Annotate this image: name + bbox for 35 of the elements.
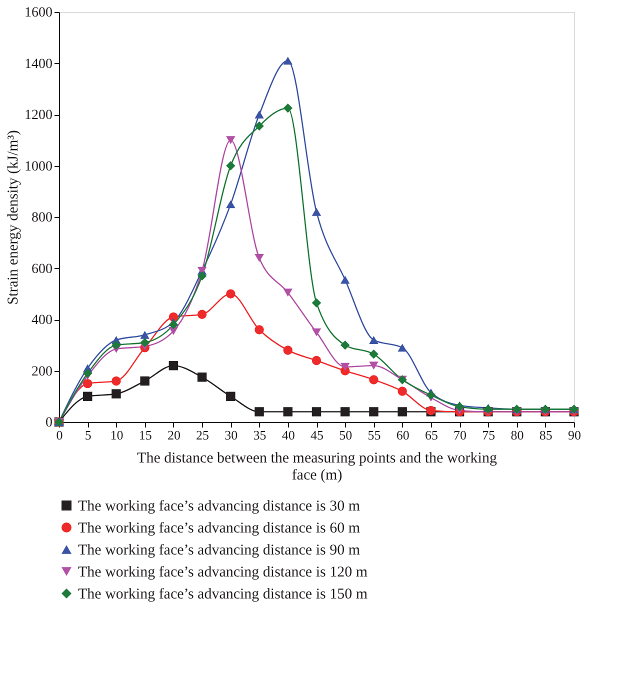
x-tick-label: 60 (396, 428, 410, 442)
y-tick-label: 1600 (24, 6, 52, 20)
y-tick-label: 1000 (24, 159, 52, 174)
x-tick-label: 30 (224, 428, 238, 442)
y-tick-label: 600 (32, 262, 52, 277)
legend-label: The working face’s advancing distance is 30 m (78, 498, 360, 514)
y-tick-label: 1200 (24, 108, 52, 123)
legend-label: The working face’s advancing distance is 90 m (78, 542, 360, 558)
legend-label: The working face’s advancing distance is 150 m (78, 586, 368, 602)
x-tick-label: 15 (138, 428, 152, 442)
x-tick-label: 25 (196, 428, 210, 442)
x-tick-label: 90 (568, 428, 581, 442)
x-tick-label: 80 (510, 428, 524, 442)
x-tick-label: 35 (253, 428, 266, 442)
y-tick-label: 0 (46, 416, 52, 430)
x-tick-label: 5 (84, 428, 92, 442)
x-tick-label: 10 (110, 428, 124, 442)
x-tick-label: 45 (310, 428, 324, 442)
x-axis-title: The distance between the measuring points and the working face (m) (137, 450, 498, 484)
x-tick-label: 75 (482, 428, 496, 442)
legend-label: The working face’s advancing distance is 60 m (78, 520, 360, 536)
x-tick-label: 40 (282, 428, 295, 442)
y-tick-label: 400 (32, 313, 52, 328)
x-tick-label: 70 (454, 428, 467, 442)
x-tick-label: 20 (167, 428, 180, 442)
x-tick-label: 85 (539, 428, 552, 442)
y-tick-label: 1400 (24, 56, 52, 72)
legend-label: The working face’s advancing distance is 120 m (78, 564, 368, 580)
y-tick-label: 800 (32, 210, 52, 226)
x-tick-label: 0 (56, 428, 63, 442)
x-tick-label: 55 (368, 428, 381, 442)
x-tick-label: 65 (424, 428, 438, 442)
x-tick-label: 50 (339, 428, 352, 442)
y-axis-title: Strain energy density (kJ/m³) (6, 130, 22, 305)
y-tick-label: 200 (32, 364, 52, 380)
